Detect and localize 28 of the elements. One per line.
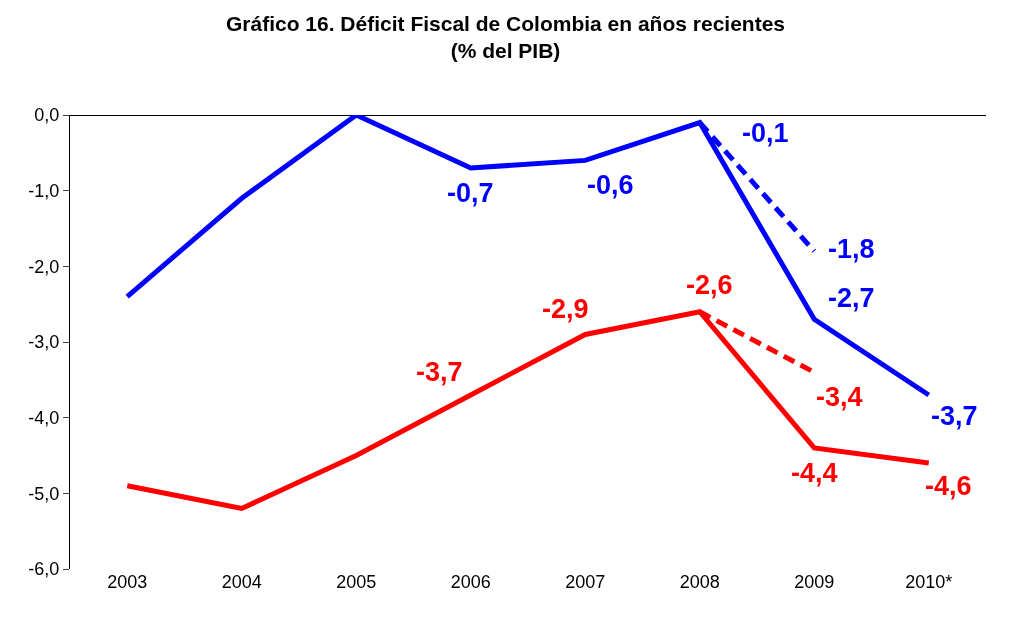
data-label: -3,7 [416,357,463,387]
data-label: -2,9 [542,294,589,324]
y-tick-label: -2,0 [28,256,60,277]
y-tick-label: 0,0 [34,105,60,126]
data-label: -0,7 [447,178,494,208]
x-tick-label: 2008 [679,572,720,592]
y-tick-label: -4,0 [28,407,60,428]
data-label: -3,7 [931,401,978,431]
x-tick-label: 2003 [107,572,148,592]
x-tick-label: 2004 [221,572,262,592]
y-tick-label: -1,0 [28,180,60,201]
data-label: -2,7 [828,283,875,313]
data-label: -1,8 [828,234,875,264]
y-tick-label: -6,0 [28,559,60,580]
data-label: -4,6 [925,471,972,501]
data-label: -0,1 [742,118,789,148]
x-tick-label: 2006 [450,572,491,592]
data-label: -0,6 [587,170,634,200]
data-label: -4,4 [791,458,838,488]
y-tick-label: -5,0 [28,483,60,504]
x-tick-label: 2007 [565,572,606,592]
y-tick-label: -3,0 [28,332,60,353]
x-tick-label: 2005 [336,572,377,592]
x-tick-label: 2009 [794,572,835,592]
data-label: -2,6 [686,270,733,300]
data-label: -3,4 [816,382,863,412]
x-tick-label: 2010* [905,572,953,592]
chart-title: Gráfico 16. Déficit Fiscal de Colombia en años recientes (% del PIB) [225,11,786,63]
